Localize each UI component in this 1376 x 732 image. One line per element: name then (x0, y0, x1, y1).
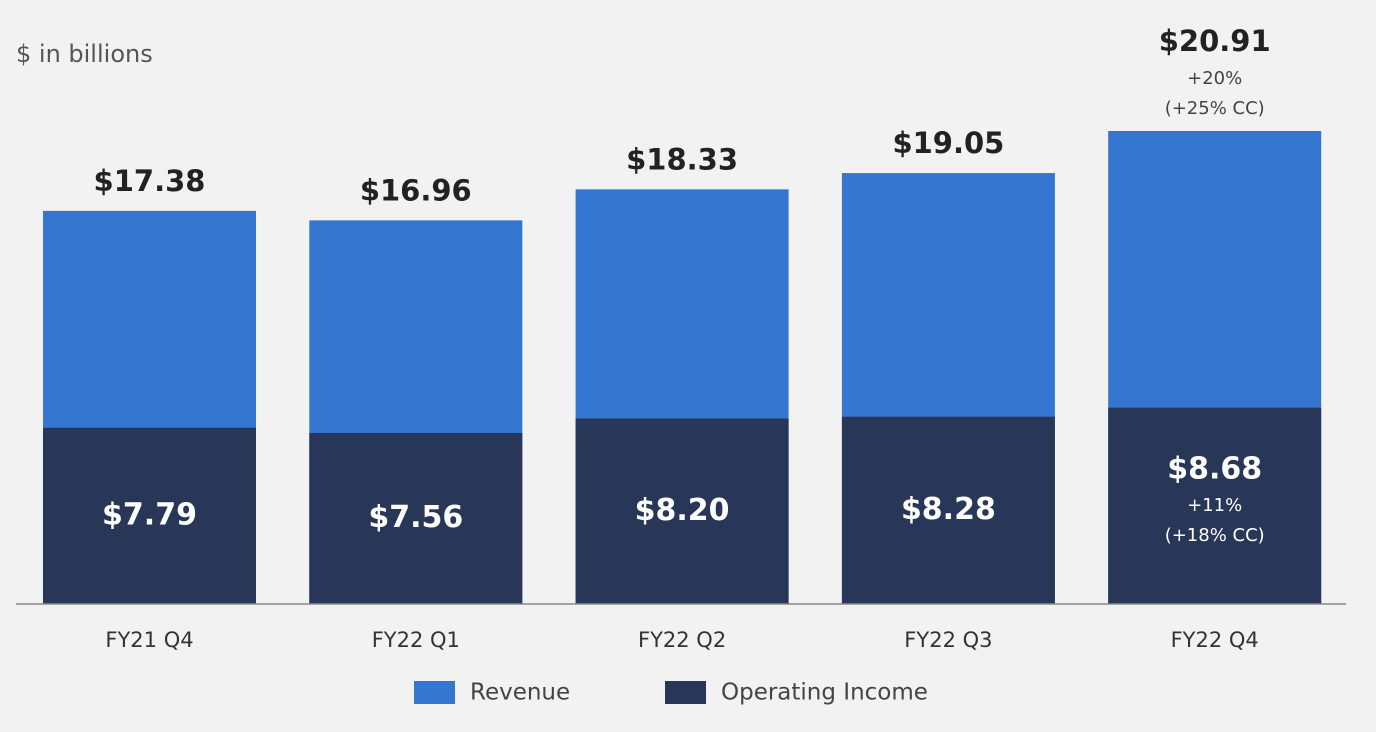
legend-label: Operating Income (721, 680, 928, 706)
legend-label: Revenue (470, 680, 570, 706)
value-label: $7.56 (368, 500, 463, 535)
chart-subtitle: $ in billions (16, 40, 153, 68)
value-label: $8.68 (1167, 451, 1262, 486)
value-label: $7.79 (102, 497, 197, 532)
annotation: (+18% CC) (1165, 525, 1265, 546)
x-tick-label: FY22 Q3 (904, 628, 992, 652)
legend-swatch (414, 681, 455, 704)
bar (309, 432, 523, 604)
value-label: $20.91 (1159, 24, 1271, 58)
x-tick-label: FY22 Q2 (638, 628, 726, 652)
bar (841, 416, 1055, 604)
annotation: +11% (1187, 495, 1242, 516)
value-label: $19.05 (892, 126, 1004, 160)
x-tick-label: FY21 Q4 (105, 628, 193, 652)
x-tick-label: FY22 Q4 (1171, 628, 1259, 652)
value-label: $17.38 (94, 164, 206, 198)
bar (575, 418, 789, 604)
bar (43, 427, 256, 604)
value-label: $8.28 (901, 492, 996, 527)
legend-swatch (665, 681, 706, 704)
annotation: +20% (1187, 68, 1242, 89)
value-label: $18.33 (626, 142, 738, 176)
value-label: $16.96 (360, 173, 472, 207)
bar (1108, 407, 1322, 604)
value-label: $8.20 (635, 493, 730, 528)
annotation: (+25% CC) (1165, 98, 1265, 119)
x-tick-label: FY22 Q1 (372, 628, 460, 652)
